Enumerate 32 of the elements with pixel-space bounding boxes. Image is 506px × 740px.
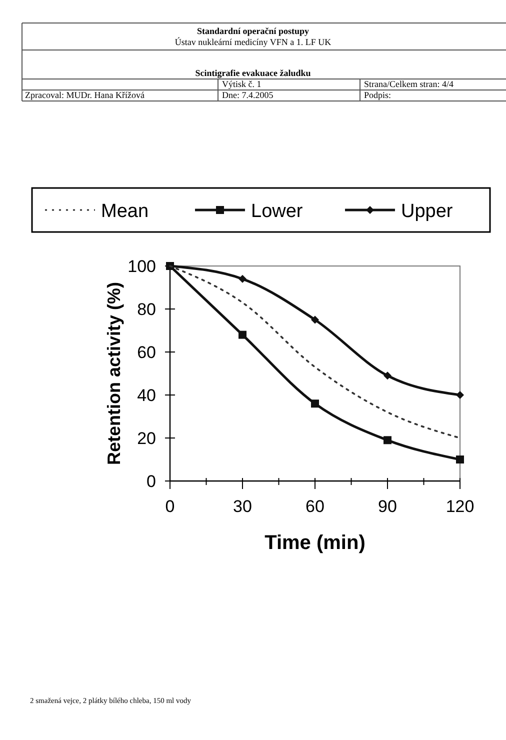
text: Scintigrafie evakuace žaludku (195, 68, 311, 78)
y-tick-label: 100 (128, 257, 156, 276)
y-tick-label: 20 (137, 429, 156, 448)
y-axis-title: Retention activity (%) (104, 282, 124, 466)
x-tick-label: 120 (446, 497, 474, 516)
x-axis-title: Time (min) (264, 532, 366, 554)
text: Podpis: (364, 90, 392, 100)
legend-label: Upper (401, 201, 454, 222)
text: Strana/Celkem stran: 4/4 (364, 79, 454, 89)
legend-label: Lower (251, 201, 304, 222)
x-tick-label: 30 (233, 497, 252, 516)
text: Zpracoval: MUDr. Hana Křížová (25, 90, 144, 100)
text: Standardní operační postupy (196, 26, 310, 36)
point (456, 456, 464, 464)
y-tick-label: 80 (137, 300, 156, 319)
y-tick-label: 40 (137, 386, 156, 405)
point (456, 391, 464, 399)
text: Dne: 7.4.2005 (222, 90, 274, 100)
text: Výtisk č. 1 (222, 79, 262, 89)
y-tick-label: 60 (137, 343, 156, 362)
point (311, 316, 319, 324)
x-tick-label: 90 (378, 497, 397, 516)
x-tick-label: 0 (165, 497, 175, 516)
point (384, 372, 392, 380)
point (238, 274, 246, 283)
point (311, 400, 319, 408)
text: Ústav nukleární medicíny VFN a 1. LF UK (174, 37, 332, 47)
x-tick-label: 60 (306, 497, 324, 516)
point (238, 330, 246, 339)
y-tick-label: 0 (146, 472, 156, 491)
point (384, 436, 392, 444)
legend-label: Mean (101, 201, 149, 222)
